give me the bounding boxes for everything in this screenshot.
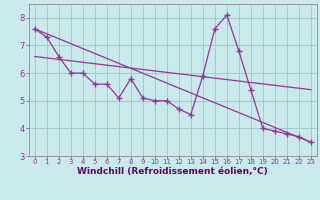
X-axis label: Windchill (Refroidissement éolien,°C): Windchill (Refroidissement éolien,°C) <box>77 167 268 176</box>
